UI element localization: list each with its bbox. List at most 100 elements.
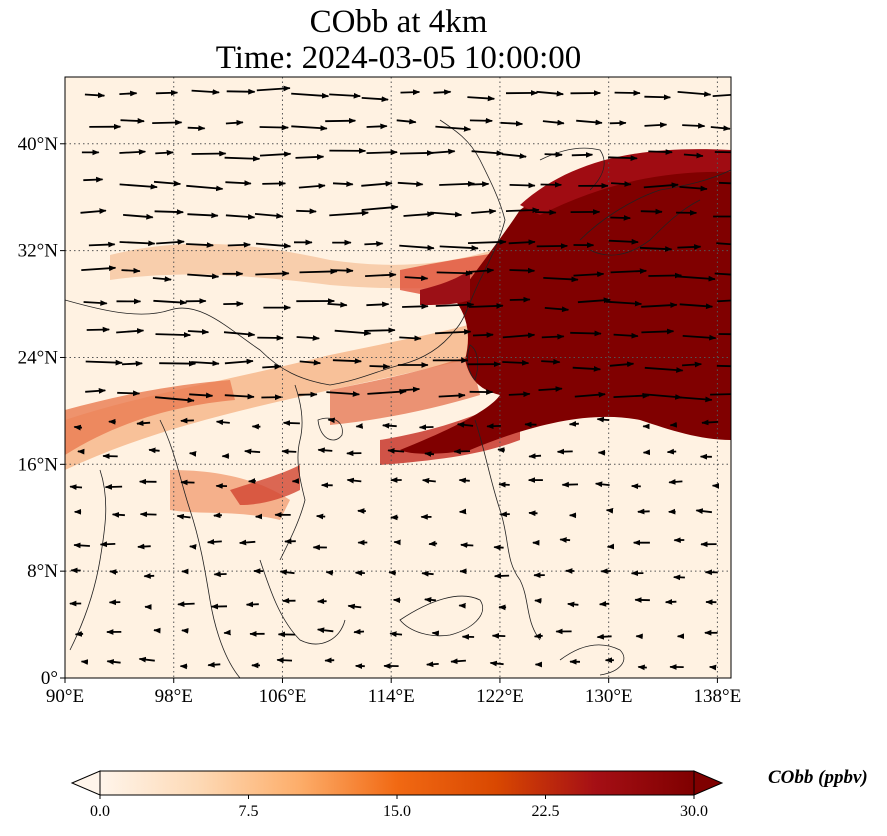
wind-arrow (399, 150, 435, 156)
wind-arrow (298, 183, 326, 189)
wind-arrow (450, 658, 466, 665)
wind-arrow (643, 182, 679, 189)
wind-arrow (467, 95, 496, 102)
wind-arrow (191, 89, 220, 95)
wind-arrow (710, 393, 731, 396)
wind-arrow (468, 267, 495, 274)
wind-arrow (153, 180, 182, 187)
wind-arrow (299, 268, 338, 275)
wind-arrow (137, 543, 151, 550)
wind-arrow (399, 244, 435, 251)
wind-arrow (325, 570, 334, 576)
wind-arrow (536, 243, 569, 249)
wind-arrow (468, 303, 504, 309)
lat-tick-label: 0° (41, 668, 58, 689)
wind-arrow (225, 119, 244, 126)
wind-arrow (367, 388, 407, 395)
wind-arrow (213, 512, 222, 519)
wind-vectors (69, 85, 731, 671)
wind-arrow (262, 180, 287, 187)
wind-arrow (640, 208, 663, 215)
wind-arrow (119, 240, 156, 247)
wind-arrow (608, 155, 638, 161)
wind-arrow (207, 661, 221, 668)
wind-arrow (69, 484, 83, 490)
wind-arrow (152, 276, 172, 282)
wind-arrow (366, 301, 390, 308)
wind-arrow (712, 93, 731, 97)
lat-tick-label: 24°N (18, 347, 59, 368)
wind-arrow (191, 360, 220, 367)
wind-arrow (276, 657, 293, 664)
wind-arrow (438, 392, 466, 399)
latitude-axis: 0° 8°N 16°N 24°N 32°N 40°N (18, 134, 65, 689)
wind-arrow (533, 633, 543, 639)
wind-arrow (106, 659, 121, 665)
wind-arrow (435, 125, 472, 132)
colorbar-tick-label: 30.0 (680, 803, 708, 820)
wind-arrow (396, 118, 417, 125)
wind-arrow (238, 539, 256, 546)
lon-tick-label: 130°E (585, 686, 633, 707)
wind-arrow (682, 122, 706, 129)
wind-arrow (361, 96, 389, 103)
wind-arrow (543, 276, 579, 283)
wind-arrow (573, 271, 605, 278)
wind-arrow (637, 664, 647, 671)
wind-arrow (346, 477, 362, 484)
wind-arrow (453, 448, 471, 455)
wind-arrow (155, 396, 195, 403)
wind-arrow (361, 180, 393, 187)
wind-arrow (119, 149, 147, 155)
wind-arrow (155, 149, 174, 156)
wind-arrow (245, 601, 259, 608)
wind-arrow (111, 511, 125, 518)
wind-arrow (571, 152, 594, 158)
wind-arrow (315, 513, 326, 520)
wind-arrow (364, 240, 384, 247)
wind-arrow (424, 597, 436, 603)
wind-arrow (400, 89, 421, 96)
wind-arrow (187, 125, 206, 132)
wind-arrow (347, 603, 362, 610)
wind-arrow (80, 659, 89, 665)
wind-arrow (421, 570, 434, 577)
wind-arrow (282, 420, 300, 426)
wind-arrow (281, 448, 297, 455)
wind-arrow (215, 419, 230, 426)
wind-arrow (435, 301, 475, 308)
wind-arrow (332, 358, 362, 364)
wind-arrow (176, 513, 191, 520)
wind-arrow (541, 333, 565, 340)
wind-arrow (152, 119, 183, 126)
wind-arrow (279, 569, 295, 576)
wind-arrow (456, 422, 474, 428)
wind-arrow (83, 176, 104, 183)
wind-arrow (608, 238, 639, 245)
colorbar-tick-label: 7.5 (239, 803, 259, 820)
wind-arrow (254, 212, 284, 219)
wind-arrow (244, 448, 261, 455)
longitude-axis: 90°E 98°E 106°E 114°E 122°E 130°E 138°E (46, 678, 741, 707)
wind-arrow (610, 215, 631, 221)
wind-arrow (472, 332, 494, 338)
wind-arrow (83, 300, 108, 306)
wind-arrow (714, 272, 731, 276)
wind-arrow (430, 211, 463, 218)
wind-arrow (223, 331, 256, 338)
wind-arrow (316, 627, 334, 634)
wind-arrow (642, 393, 683, 400)
wind-arrow (708, 664, 717, 671)
colorbar-label: CObb (ppbv) (768, 767, 868, 788)
wind-arrow (189, 392, 214, 399)
wind-arrow (718, 333, 731, 336)
wind-arrow (717, 299, 731, 303)
wind-arrow (155, 89, 179, 96)
wind-arrow (73, 424, 82, 431)
wind-arrow (471, 208, 497, 215)
wind-arrow (291, 92, 330, 99)
wind-arrow (613, 392, 650, 399)
wind-arrow (542, 119, 565, 126)
wind-arrow (331, 267, 354, 274)
